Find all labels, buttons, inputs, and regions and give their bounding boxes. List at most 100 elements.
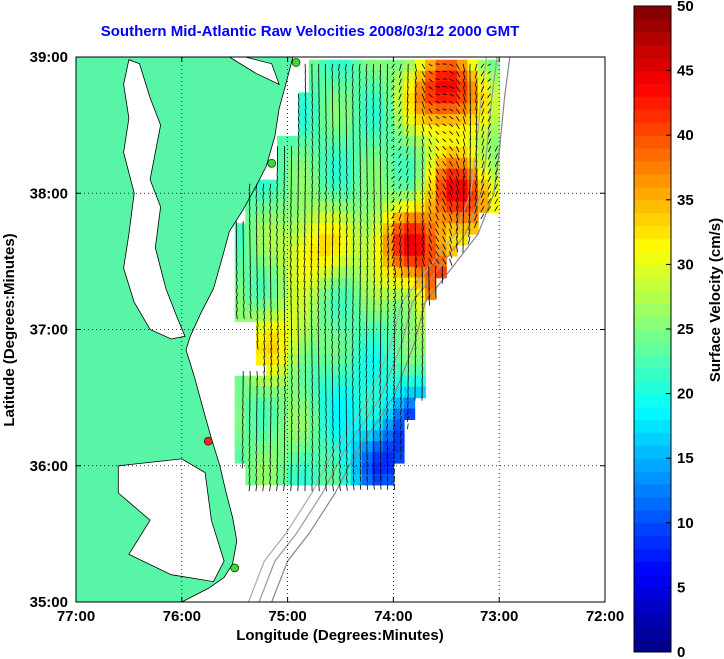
velocity-arrow [387,296,389,305]
velocity-arrow [474,86,478,95]
velocity-cell [319,212,331,224]
velocity-arrow [365,93,368,102]
velocity-arrow [358,71,361,79]
velocity-arrow [481,131,485,139]
velocity-arrow [421,161,424,170]
velocity-cell [351,125,363,137]
velocity-arrow [249,281,252,289]
velocity-arrow [276,243,278,252]
velocity-arrow [449,100,454,105]
velocity-cell [319,59,331,72]
velocity-arrow [303,251,306,260]
velocity-arrow [386,415,388,423]
velocity-arrow [317,303,320,312]
velocity-arrow [414,93,417,103]
velocity-cell [287,190,299,202]
velocity-arrow [311,161,314,169]
velocity-arrow [435,138,440,143]
velocity-cell [319,255,331,268]
velocity-arrow [359,236,362,245]
velocity-arrow [421,153,424,162]
velocity-arrow [331,348,333,357]
velocity-arrow [262,206,265,214]
velocity-arrow [462,146,466,155]
velocity-arrow [289,221,292,230]
velocity-arrow [480,206,485,213]
velocity-cell [372,146,384,159]
velocity-cell [319,386,331,399]
velocity-arrow [391,115,395,119]
velocity-cell [277,245,289,257]
velocity-arrow [304,108,307,116]
velocity-arrow [386,93,388,102]
velocity-arrow [345,161,348,169]
velocity-arrow [325,153,328,162]
velocity-arrow [487,108,492,114]
velocity-arrow [456,198,459,209]
velocity-arrow [248,460,251,469]
velocity-arrow [372,146,375,155]
velocity-arrow [421,146,424,154]
velocity-cell [404,201,416,213]
velocity-arrow [248,445,251,454]
velocity-arrow [290,483,292,492]
velocity-cell [414,136,426,148]
velocity-cell [266,473,278,486]
velocity-cell [446,103,458,115]
colorbar-swatch [634,148,671,162]
velocity-arrow [428,228,432,237]
velocity-cell [446,179,458,192]
velocity-cell [319,114,331,126]
velocity-arrow [317,273,320,282]
velocity-arrow [338,288,340,297]
velocity-cell [414,146,426,159]
velocity-arrow [325,423,327,431]
velocity-cell [308,266,320,279]
velocity-cell [266,463,278,475]
velocity-arrow [421,183,424,192]
velocity-arrow [338,86,340,95]
velocity-arrow [386,101,388,109]
velocity-arrow [249,221,251,230]
colorbar-tick-label: 40 [677,127,694,144]
velocity-arrow [318,393,320,402]
velocity-arrow [339,221,341,230]
velocity-cell [414,288,426,301]
velocity-arrow [249,311,252,319]
velocity-arrow [277,348,280,358]
velocity-arrow [248,191,251,199]
velocity-arrow [311,445,314,454]
velocity-arrow [255,483,258,492]
velocity-cell [361,125,373,137]
velocity-cell [287,136,299,148]
velocity-arrow [372,86,375,94]
velocity-arrow [284,423,286,432]
velocity-arrow [393,445,395,452]
velocity-arrow [324,333,327,342]
colorbar-swatch [634,174,671,188]
velocity-arrow [351,348,354,356]
velocity-arrow [449,115,454,120]
velocity-arrow [310,236,313,245]
velocity-cell [298,234,310,246]
radar-stations [203,58,301,573]
velocity-cell [382,332,394,344]
velocity-cell [255,179,268,192]
velocity-arrow [400,385,402,394]
velocity-cell [234,245,246,257]
velocity-arrow [311,468,313,477]
velocity-cell [414,190,426,202]
velocity-arrow [283,206,285,214]
velocity-arrow [391,221,395,228]
velocity-arrow [372,348,375,356]
velocity-cell [414,266,426,279]
velocity-arrow [480,198,485,206]
colorbar-swatch [634,639,671,653]
velocity-arrow [276,213,278,222]
velocity-arrow [282,221,285,230]
velocity-arrow [421,213,424,223]
velocity-cell [287,299,299,311]
velocity-arrow [480,101,485,108]
velocity-arrow [325,408,327,416]
velocity-arrow [391,160,395,164]
